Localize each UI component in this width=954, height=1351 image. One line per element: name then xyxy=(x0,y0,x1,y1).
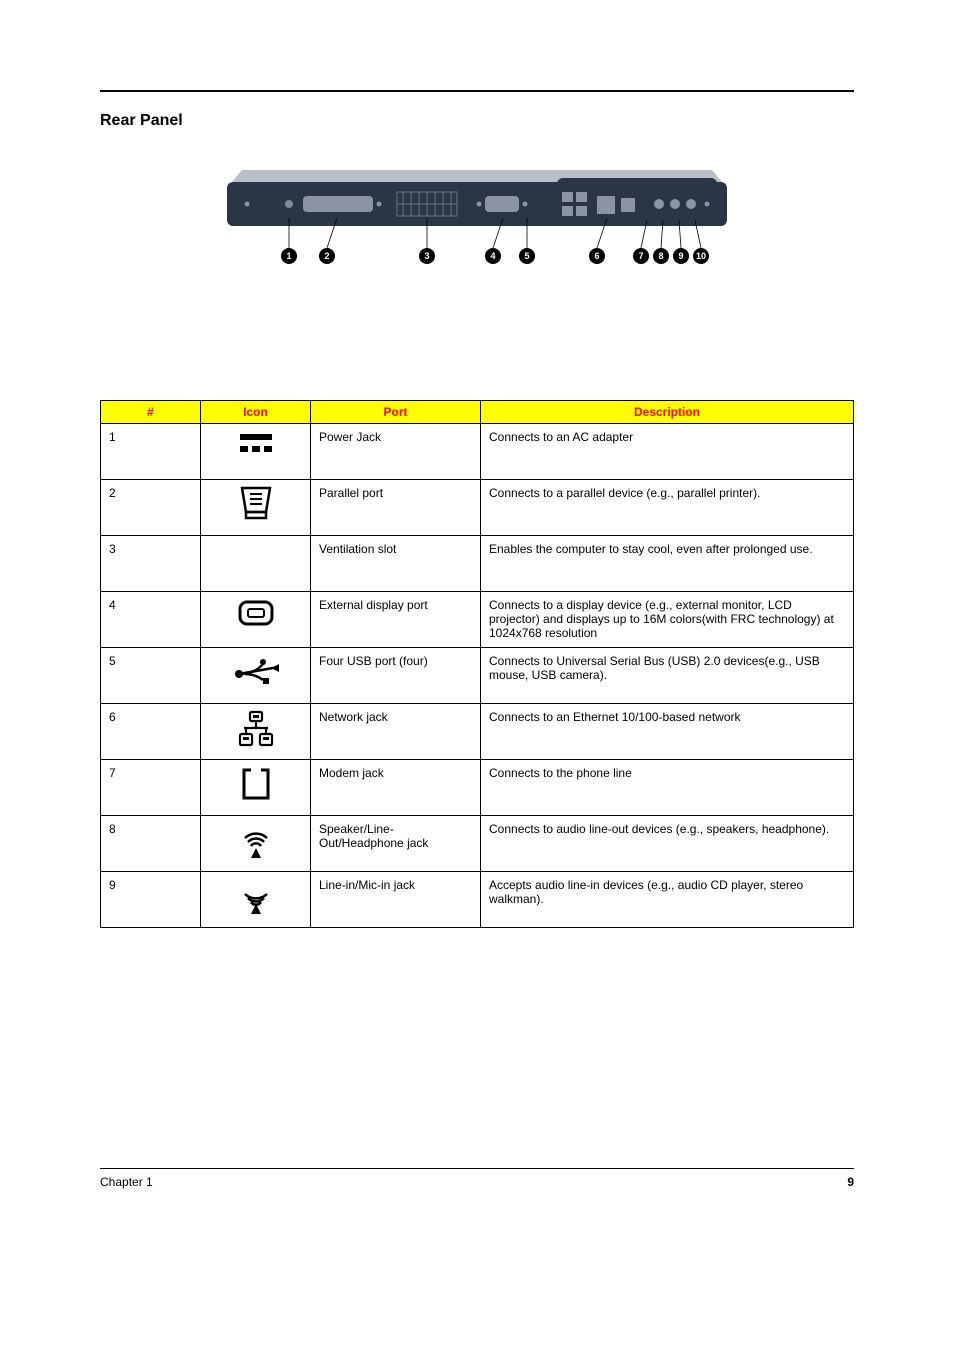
usb-icon xyxy=(201,648,311,704)
cell-desc: Connects to an AC adapter xyxy=(481,424,854,480)
cell-port: Power Jack xyxy=(311,424,481,480)
parallel-port-icon xyxy=(201,480,311,536)
diagram-screw xyxy=(477,202,482,207)
footer-page-number: 9 xyxy=(847,1175,854,1189)
table-row: 6 Network jack xyxy=(101,704,854,760)
diagram-ethernet xyxy=(597,196,615,214)
cell-num: 3 xyxy=(101,536,201,592)
section-heading: Rear Panel xyxy=(100,112,854,130)
cell-num: 9 xyxy=(101,872,201,928)
svg-text:1: 1 xyxy=(286,251,291,261)
diagram-vga xyxy=(485,196,519,212)
diagram-modem xyxy=(621,198,635,212)
ports-table: # Icon Port Description 1 Power Jack xyxy=(100,400,854,928)
table-row: 4 External display port Connects to a di… xyxy=(101,592,854,648)
cell-desc: Connects to an Ethernet 10/100-based net… xyxy=(481,704,854,760)
diagram-parallel xyxy=(303,196,373,212)
cell-port: Speaker/Line-Out/Headphone jack xyxy=(311,816,481,872)
svg-text:7: 7 xyxy=(638,251,643,261)
diagram-screw xyxy=(705,202,710,207)
diagram-screw xyxy=(245,202,250,207)
cell-port: External display port xyxy=(311,592,481,648)
rule-top xyxy=(100,90,854,92)
svg-text:9: 9 xyxy=(678,251,683,261)
page: Rear Panel xyxy=(0,0,954,1229)
cell-port: Parallel port xyxy=(311,480,481,536)
diagram-audio3 xyxy=(686,199,696,209)
cell-port: Network jack xyxy=(311,704,481,760)
cell-num: 7 xyxy=(101,760,201,816)
cell-num: 1 xyxy=(101,424,201,480)
line-in-icon xyxy=(201,872,311,928)
table-row: 1 Power Jack Connects to an AC adapter xyxy=(101,424,854,480)
footer-chapter: Chapter 1 xyxy=(100,1175,153,1189)
page-footer: Chapter 1 9 xyxy=(100,1168,854,1189)
diagram-callouts: 1 2 3 4 5 6 7 8 9 10 xyxy=(281,248,709,264)
cell-num: 6 xyxy=(101,704,201,760)
external-display-icon xyxy=(201,592,311,648)
cell-num: 2 xyxy=(101,480,201,536)
th-desc: Description xyxy=(481,401,854,424)
cell-desc: Connects to a parallel device (e.g., par… xyxy=(481,480,854,536)
th-num: # xyxy=(101,401,201,424)
cell-desc: Accepts audio line-in devices (e.g., aud… xyxy=(481,872,854,928)
table-row: 8 Speaker/Line-Out/Headphone jack Connec… xyxy=(101,816,854,872)
power-icon xyxy=(201,424,311,480)
cell-desc: Connects to Universal Serial Bus (USB) 2… xyxy=(481,648,854,704)
cell-num: 5 xyxy=(101,648,201,704)
svg-text:3: 3 xyxy=(424,251,429,261)
table-row: 7 Modem jack Connects to the phone line xyxy=(101,760,854,816)
svg-text:10: 10 xyxy=(696,251,706,261)
line-out-icon xyxy=(201,816,311,872)
diagram-screw xyxy=(377,202,382,207)
cell-desc: Connects to the phone line xyxy=(481,760,854,816)
th-port: Port xyxy=(311,401,481,424)
svg-text:5: 5 xyxy=(524,251,529,261)
cell-port: Line-in/Mic-in jack xyxy=(311,872,481,928)
cell-num: 4 xyxy=(101,592,201,648)
table-row: 2 Parallel port Connects to a parallel d… xyxy=(101,480,854,536)
cell-desc: Enables the computer to stay cool, even … xyxy=(481,536,854,592)
cell-port: Modem jack xyxy=(311,760,481,816)
ethernet-icon xyxy=(201,704,311,760)
cell-port: Four USB port (four) xyxy=(311,648,481,704)
th-icon: Icon xyxy=(201,401,311,424)
table-row: 3 Ventilation slot Enables the computer … xyxy=(101,536,854,592)
cell-desc: Connects to a display device (e.g., exte… xyxy=(481,592,854,648)
cell-port: Ventilation slot xyxy=(311,536,481,592)
diagram-power-jack xyxy=(285,200,293,208)
table-row: 5 Four USB port (four) Connects to Unive xyxy=(101,648,854,704)
table-row: 9 Line-in/Mic-in jack Accepts audio line… xyxy=(101,872,854,928)
ventilation-icon xyxy=(201,536,311,592)
svg-text:4: 4 xyxy=(490,251,495,261)
table-header-row: # Icon Port Description xyxy=(101,401,854,424)
diagram-audio2 xyxy=(670,199,680,209)
cell-num: 8 xyxy=(101,816,201,872)
cell-desc: Connects to audio line-out devices (e.g.… xyxy=(481,816,854,872)
svg-text:2: 2 xyxy=(324,251,329,261)
svg-text:6: 6 xyxy=(594,251,599,261)
diagram-audio1 xyxy=(654,199,664,209)
rear-panel-diagram: 1 2 3 4 5 6 7 8 9 10 xyxy=(100,170,854,290)
svg-text:8: 8 xyxy=(658,251,663,261)
diagram-screw xyxy=(523,202,528,207)
modem-icon xyxy=(201,760,311,816)
